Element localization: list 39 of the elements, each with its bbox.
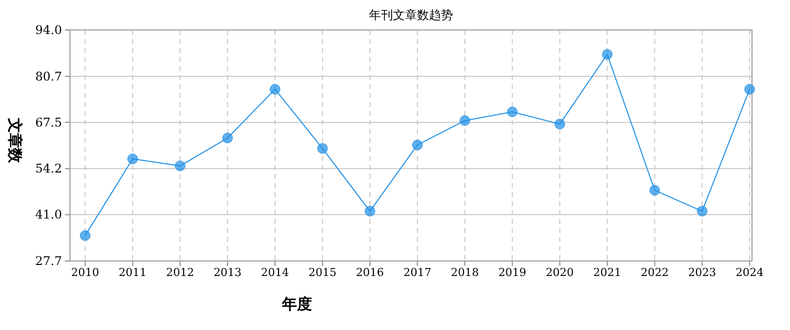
x-tick-label: 2020 <box>546 266 574 279</box>
x-tick-label: 2024 <box>736 266 764 279</box>
x-tick-label: 2022 <box>640 266 669 279</box>
point <box>127 154 138 164</box>
y-tick-label: 94.0 <box>35 23 62 37</box>
x-tick-label: 2018 <box>450 266 479 279</box>
point <box>696 206 708 216</box>
x-tick-label: 2016 <box>356 266 384 279</box>
x-tick-label: 2017 <box>403 266 432 279</box>
point <box>507 106 518 118</box>
y-tick-label: 80.7 <box>35 69 62 84</box>
x-tick-label: 2010 <box>71 266 100 279</box>
x-tick-label: 2019 <box>498 266 526 279</box>
y-tick-label: 41.0 <box>35 208 62 222</box>
x-tick-label: 2015 <box>308 266 336 279</box>
point <box>554 118 566 130</box>
point <box>649 185 660 196</box>
point <box>460 115 470 126</box>
x-tick-label: 2013 <box>214 266 242 279</box>
x-axis-title: 年度 <box>281 295 312 313</box>
x-tick-label: 2023 <box>688 266 716 279</box>
y-tick-label: 27.7 <box>35 254 62 268</box>
y-tick-label: 54.2 <box>35 162 62 176</box>
point <box>222 132 233 144</box>
x-tick-label: 2012 <box>166 266 194 279</box>
point <box>80 230 90 241</box>
point <box>174 160 186 172</box>
point <box>364 206 376 216</box>
point <box>602 49 612 60</box>
x-tick-label: 2014 <box>261 266 290 279</box>
y-tick-label: 67.5 <box>35 115 62 130</box>
point <box>317 143 328 154</box>
x-tick-label: 2021 <box>593 266 622 279</box>
point <box>412 140 423 150</box>
point <box>270 84 280 94</box>
y-axis-title: 文章数 <box>6 117 24 164</box>
x-tick-label: 2011 <box>118 266 147 279</box>
point <box>744 84 755 94</box>
chart-title: 年刊文章数趋势 <box>369 8 453 22</box>
